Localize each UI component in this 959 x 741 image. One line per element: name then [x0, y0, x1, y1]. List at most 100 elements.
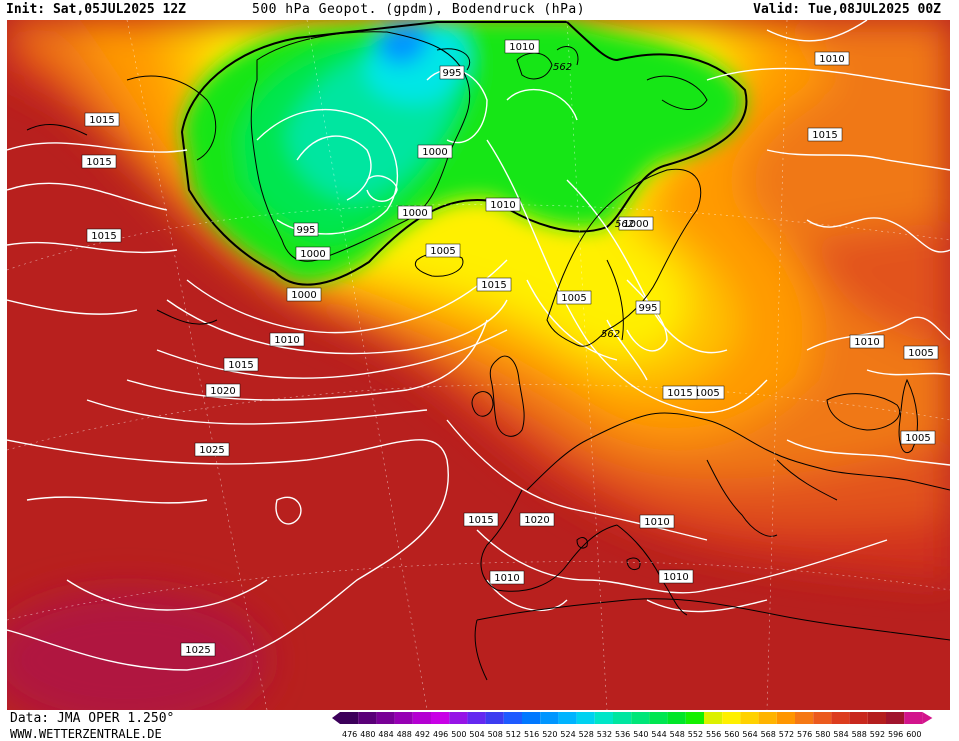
legend-swatch [522, 712, 541, 724]
svg-text:1010: 1010 [644, 517, 669, 528]
legend-tick-label: 560 [724, 730, 739, 739]
svg-text:995: 995 [442, 68, 461, 79]
legend-swatch [904, 712, 923, 724]
geopot-contour-552 [180, 21, 748, 286]
legend-swatch [704, 712, 723, 724]
svg-text:1020: 1020 [524, 515, 549, 526]
legend-swatch [376, 712, 395, 724]
legend-tick-label: 592 [870, 730, 885, 739]
legend-tick-label: 488 [397, 730, 412, 739]
legend-tick-label: 564 [742, 730, 757, 739]
label-p1000-a: 1000 [417, 144, 453, 159]
legend-tick-label: 476 [342, 730, 357, 739]
svg-text:1000: 1000 [291, 290, 316, 301]
legend-tick-label: 600 [906, 730, 921, 739]
svg-text:1015: 1015 [86, 157, 111, 168]
legend-swatch [358, 712, 377, 724]
svg-text:1025: 1025 [185, 645, 210, 656]
legend-arrow-right [922, 712, 933, 724]
legend-swatch [558, 712, 577, 724]
label-p1015-f: 1015 [807, 127, 843, 142]
legend-tick-label: 484 [378, 730, 393, 739]
legend-tick-label: 576 [797, 730, 812, 739]
map-title: 500 hPa Geopot. (gpdm), Bodendruck (hPa) [252, 2, 586, 17]
label-p1010-e: 1010 [639, 514, 675, 529]
legend-tick-label: 544 [651, 730, 666, 739]
website-link[interactable]: WWW.WETTERZENTRALE.DE [10, 727, 162, 741]
legend-tick-label: 540 [633, 730, 648, 739]
label-p1015-g: 1015 [463, 512, 499, 527]
legend-tick-label: 480 [360, 730, 375, 739]
field-ridge-sw [7, 590, 267, 710]
svg-text:1005: 1005 [694, 388, 719, 399]
legend-swatch [613, 712, 632, 724]
legend-tick-label: 532 [597, 730, 612, 739]
legend-swatch [740, 712, 759, 724]
legend-tick-label: 520 [542, 730, 557, 739]
label-p1005-a: 1005 [425, 243, 461, 258]
init-time: Init: Sat,05JUL2025 12Z [6, 2, 187, 17]
svg-text:1010: 1010 [663, 572, 688, 583]
label-p1010-b: 1010 [269, 332, 305, 347]
legend-tick-label: 584 [833, 730, 848, 739]
legend-swatch [394, 712, 413, 724]
label-p1000-f: 1015 [662, 385, 698, 400]
legend-swatch [412, 712, 431, 724]
label-p1020-b: 1020 [519, 512, 555, 527]
map-header: Init: Sat,05JUL2025 12Z 500 hPa Geopot. … [0, 0, 959, 20]
legend-tick-label: 548 [670, 730, 685, 739]
geopot-labels: 562 562 562 [553, 62, 634, 340]
legend-tick-label: 516 [524, 730, 539, 739]
svg-text:1000: 1000 [422, 147, 447, 158]
legend-tick-label: 588 [852, 730, 867, 739]
svg-text:1015: 1015 [91, 231, 116, 242]
legend-swatch [485, 712, 504, 724]
label-p1010-h: 1010 [814, 51, 850, 66]
legend-swatch [576, 712, 595, 724]
svg-text:1000: 1000 [623, 219, 648, 230]
legend-swatch [667, 712, 686, 724]
svg-text:1010: 1010 [819, 54, 844, 65]
svg-text:1015: 1015 [667, 388, 692, 399]
legend-tick-label: 552 [688, 730, 703, 739]
isobar-lines [7, 20, 950, 671]
svg-text:995: 995 [638, 303, 657, 314]
svg-text:1010: 1010 [854, 337, 879, 348]
legend-tick-label: 528 [579, 730, 594, 739]
svg-text:1010: 1010 [494, 573, 519, 584]
label-g562-c: 562 [601, 329, 620, 340]
svg-text:1025: 1025 [199, 445, 224, 456]
label-p1025-b: 1025 [180, 642, 216, 657]
legend-swatch [685, 712, 704, 724]
label-p1000-e: 1000 [618, 216, 654, 231]
svg-text:1015: 1015 [89, 115, 114, 126]
data-source: Data: JMA OPER 1.250° [10, 711, 175, 726]
legend-tick-label: 492 [415, 730, 430, 739]
label-g562-a: 562 [553, 62, 572, 73]
legend-swatch [467, 712, 486, 724]
label-p1000-b: 1000 [397, 205, 433, 220]
label-p1010-f: 1010 [489, 570, 525, 585]
svg-text:1010: 1010 [490, 200, 515, 211]
label-p1020-a: 1020 [205, 383, 241, 398]
legend-tick-label: 572 [779, 730, 794, 739]
label-p1005-e: 1005 [900, 430, 936, 445]
svg-text:1005: 1005 [905, 433, 930, 444]
legend-tick-label: 512 [506, 730, 521, 739]
legend-tick-label: 524 [560, 730, 575, 739]
legend-swatch [849, 712, 868, 724]
pressure-labels: 1015 1015 1015 995 1000 1000 1000 1000 9… [81, 39, 939, 657]
svg-text:1015: 1015 [812, 130, 837, 141]
legend-swatch [886, 712, 905, 724]
svg-text:1010: 1010 [274, 335, 299, 346]
legend-swatch [594, 712, 613, 724]
label-p995-a: 995 [439, 65, 465, 80]
label-p1015-c: 1015 [86, 228, 122, 243]
legend-swatch [758, 712, 777, 724]
label-p1015-d: 1015 [476, 277, 512, 292]
legend-swatch [867, 712, 886, 724]
legend-swatch [631, 712, 650, 724]
label-g562-b: 562 [615, 219, 634, 230]
svg-text:1015: 1015 [228, 360, 253, 371]
svg-text:1005: 1005 [908, 348, 933, 359]
